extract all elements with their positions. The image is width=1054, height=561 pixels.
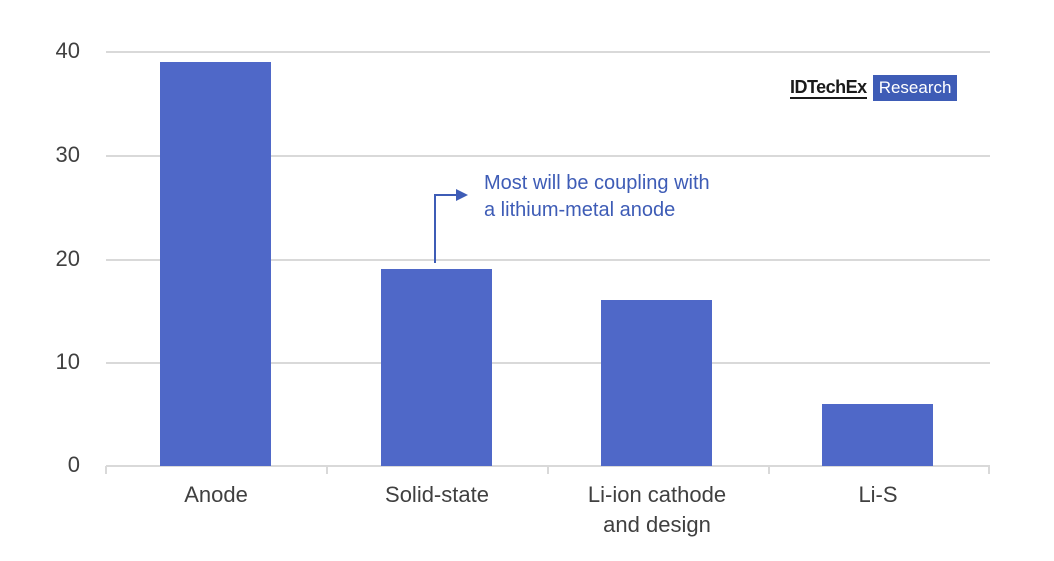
- x-label-li-s: Li-S: [778, 480, 978, 510]
- bar-li-ion-cathode-and-design: [601, 300, 712, 466]
- x-label-line: Anode: [184, 482, 248, 507]
- x-tick-mark: [988, 466, 990, 474]
- y-tick-label: 10: [55, 349, 80, 374]
- annotation-text: Most will be coupling with a lithium-met…: [484, 170, 710, 224]
- gridline-10: [106, 362, 990, 364]
- annotation-line: Most will be coupling with: [484, 172, 710, 194]
- annotation-line: a lithium-metal anode: [484, 199, 676, 221]
- y-tick-label: 40: [55, 38, 80, 63]
- x-label-line: Li-ion cathode: [587, 482, 727, 507]
- x-label-solid-state: Solid-state: [337, 480, 537, 510]
- x-tick-mark: [547, 466, 549, 474]
- x-label-line: and design: [603, 512, 711, 537]
- y-tick-label: 0: [67, 452, 80, 477]
- y-tick-label: 20: [55, 246, 80, 271]
- x-label-li-ion-cathode: Li-ion cathode and design: [557, 480, 757, 540]
- x-label-line: Li-S: [858, 482, 898, 507]
- y-tick-label: 30: [55, 142, 80, 167]
- bar-anode: [160, 62, 271, 466]
- gridline-40: [106, 51, 990, 53]
- logo-wordmark: IDTechEx: [790, 77, 867, 99]
- bar-solid-state: [381, 269, 492, 466]
- bar-li-s: [822, 403, 933, 466]
- gridline-30: [106, 155, 990, 157]
- x-tick-mark: [105, 466, 107, 474]
- logo-badge: Research: [872, 75, 958, 101]
- x-tick-mark: [326, 466, 328, 474]
- x-tick-mark: [768, 466, 770, 474]
- gridline-20: [106, 259, 990, 261]
- idtechex-logo: IDTechEx Research: [790, 75, 958, 101]
- x-label-line: Solid-state: [385, 482, 489, 507]
- x-label-anode: Anode: [116, 480, 316, 510]
